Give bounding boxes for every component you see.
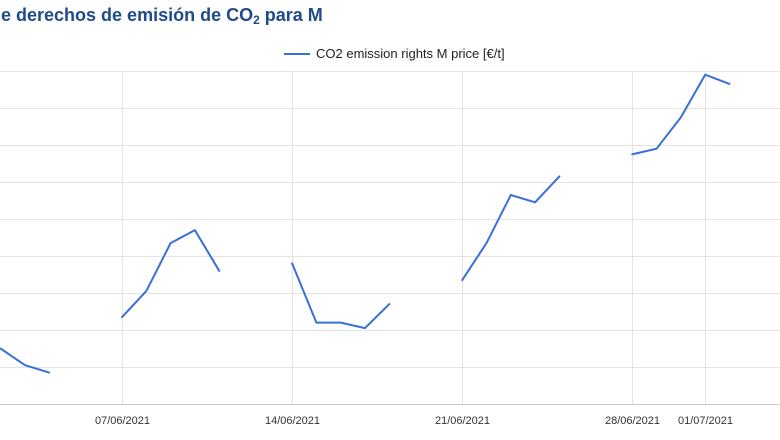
x-tick-label: 21/06/2021 [435, 415, 490, 427]
x-tick-label: 28/06/2021 [605, 415, 660, 427]
chart-title-main: le derechos de emisión de CO [0, 5, 254, 25]
chart-title-subscript: 2 [253, 13, 260, 27]
series-lines [0, 73, 731, 374]
chart-title: le derechos de emisión de CO2 para M [0, 5, 323, 27]
series-line-segment [0, 347, 51, 374]
series-line-segment [291, 262, 391, 330]
grid [0, 71, 780, 405]
legend-line-swatch [284, 52, 310, 55]
x-tick-label: 14/06/2021 [265, 415, 320, 427]
x-gridlines [122, 71, 706, 404]
chart-legend: CO2 emission rights M price [€/t] [284, 46, 505, 61]
series-line-segment [121, 229, 221, 319]
series-line-segment [461, 175, 561, 282]
x-axis-ticks: 07/06/2021 14/06/2021 21/06/2021 28/06/2021… [95, 415, 733, 427]
x-tick-label: 01/07/2021 [678, 415, 733, 427]
x-tick-label: 07/06/2021 [95, 415, 150, 427]
chart-title-end: para M [259, 5, 323, 25]
series-line-segment [631, 73, 731, 156]
legend-label: CO2 emission rights M price [€/t] [316, 46, 505, 61]
